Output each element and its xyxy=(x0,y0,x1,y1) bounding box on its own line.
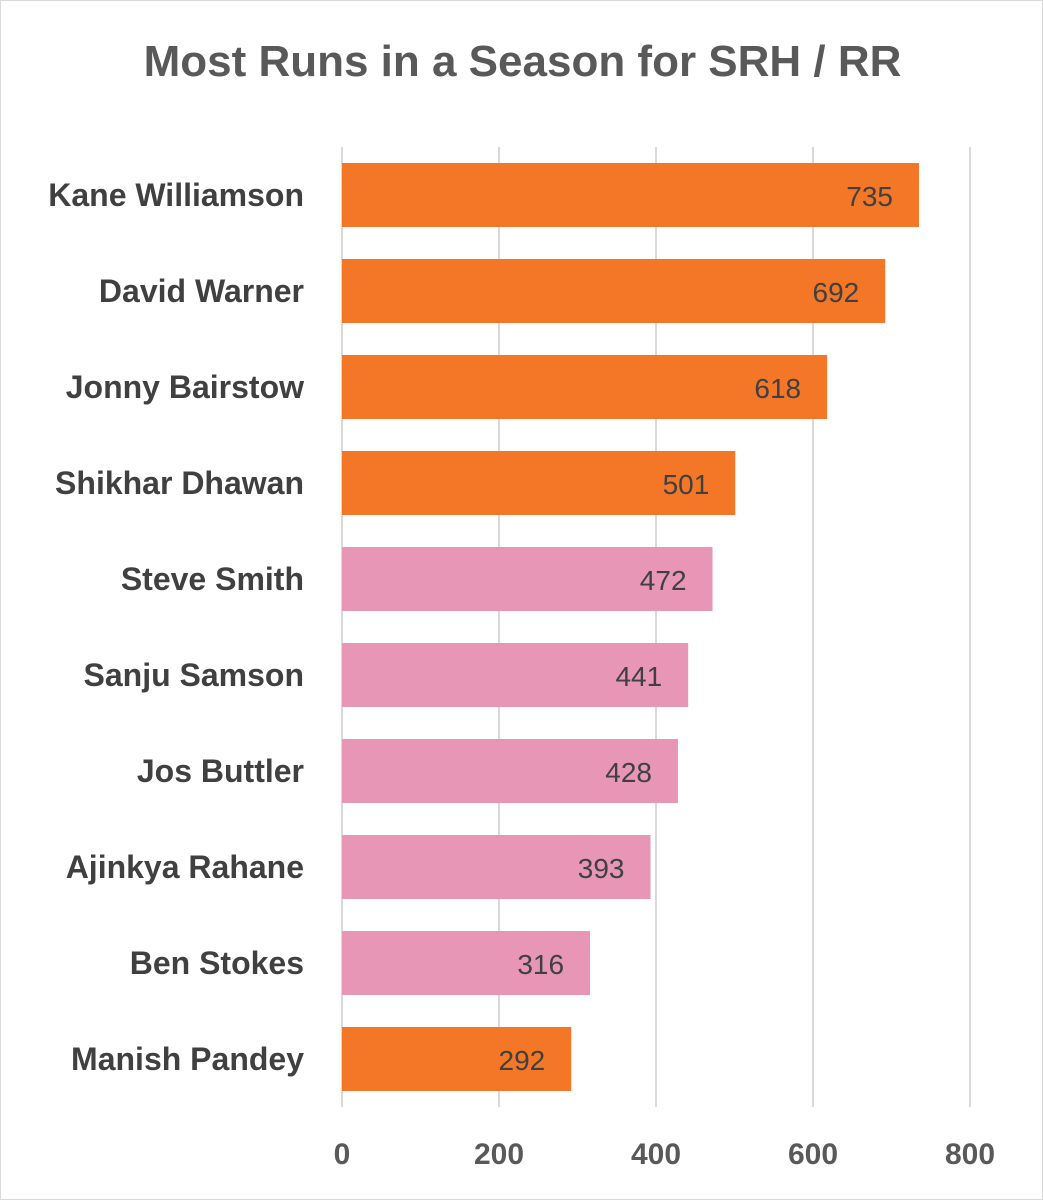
data-label: 472 xyxy=(640,565,687,596)
data-label: 692 xyxy=(813,277,860,308)
category-label: Steve Smith xyxy=(121,561,304,597)
data-label: 735 xyxy=(846,181,893,212)
data-label: 428 xyxy=(605,757,652,788)
data-label: 292 xyxy=(499,1045,546,1076)
bar xyxy=(342,259,886,323)
data-label: 618 xyxy=(754,373,801,404)
category-label: Manish Pandey xyxy=(71,1041,304,1077)
category-label: Sanju Samson xyxy=(84,657,305,693)
bar xyxy=(342,643,689,707)
x-tick-label: 0 xyxy=(334,1138,351,1171)
data-label: 316 xyxy=(517,949,564,980)
category-label: Shikhar Dhawan xyxy=(55,465,304,501)
x-tick-label: 600 xyxy=(788,1138,838,1171)
data-label: 393 xyxy=(578,853,625,884)
x-tick-label: 800 xyxy=(945,1138,995,1171)
x-tick-label: 400 xyxy=(631,1138,681,1171)
x-tick-label: 200 xyxy=(474,1138,524,1171)
data-label: 441 xyxy=(615,661,662,692)
chart-title: Most Runs in a Season for SRH / RR xyxy=(143,37,902,86)
bar xyxy=(342,355,828,419)
bar xyxy=(342,739,678,803)
bar xyxy=(342,835,651,899)
bar xyxy=(342,931,591,995)
data-label: 501 xyxy=(663,469,710,500)
bar xyxy=(342,1027,572,1091)
category-label: Ajinkya Rahane xyxy=(66,849,304,885)
category-label: David Warner xyxy=(99,273,304,309)
bar xyxy=(342,547,713,611)
category-label: Jonny Bairstow xyxy=(66,369,304,405)
category-label: Jos Buttler xyxy=(137,753,304,789)
category-label: Ben Stokes xyxy=(130,945,304,981)
category-label: Kane Williamson xyxy=(48,177,304,213)
bar xyxy=(342,163,919,227)
bar xyxy=(342,451,736,515)
